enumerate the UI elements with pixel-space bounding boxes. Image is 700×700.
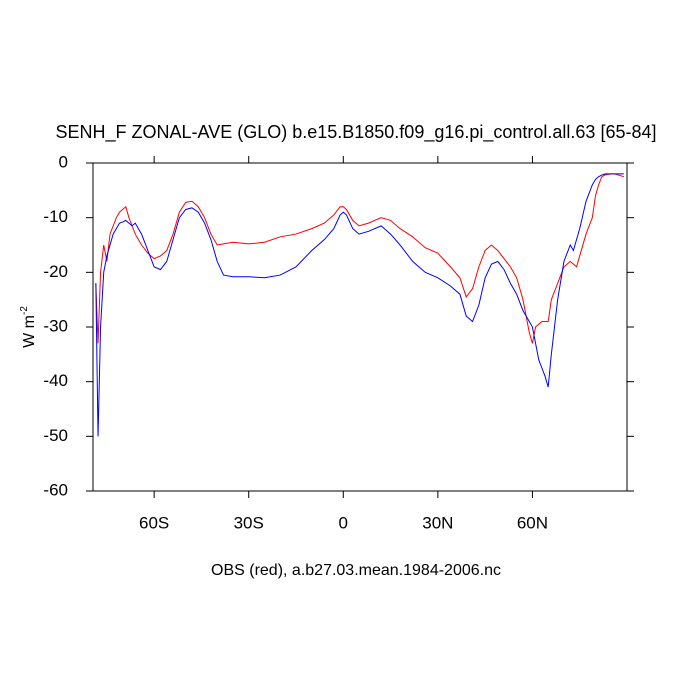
y-tick-label: -60 [43, 480, 68, 499]
y-tick-label: -50 [43, 426, 68, 445]
x-tick-label: 30S [234, 513, 264, 532]
plot-frame [92, 162, 628, 492]
x-axis-label: OBS (red), a.b27.03.mean.1984-2006.nc [211, 562, 501, 579]
data-line [95, 173, 624, 437]
x-tick-label: 0 [339, 513, 348, 532]
y-axis-label-sup: -2 [19, 306, 30, 315]
y-tick-label: -10 [43, 207, 68, 226]
y-axis-label: W m-2 [19, 306, 39, 348]
data-line [95, 173, 624, 344]
x-tick-label: 30N [422, 513, 453, 532]
y-axis-label-text: W m [21, 315, 38, 348]
x-tick-label: 60N [517, 513, 548, 532]
x-tick-label: 60S [139, 513, 169, 532]
y-tick-label: -20 [43, 262, 68, 281]
y-tick-label: -30 [43, 316, 68, 335]
y-tick-label: 0 [59, 152, 68, 171]
chart-title: SENH_F ZONAL-AVE (GLO) b.e15.B1850.f09_g… [56, 122, 657, 143]
y-tick-label: -40 [43, 371, 68, 390]
